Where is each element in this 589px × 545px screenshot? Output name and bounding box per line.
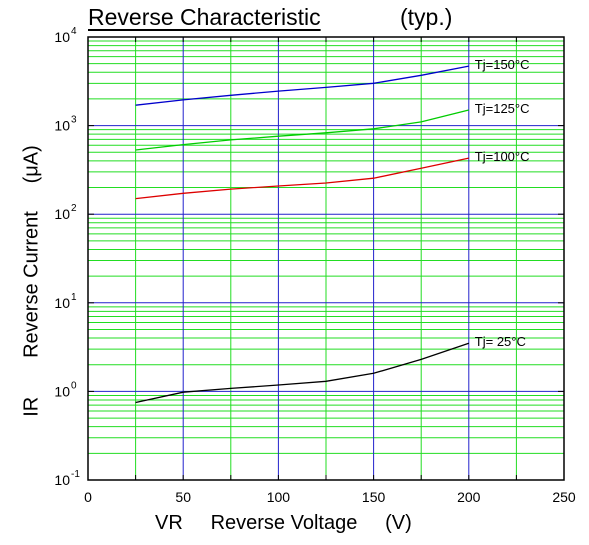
series-label: Tj=125°C — [475, 101, 530, 116]
x-tick-label: 200 — [457, 489, 481, 505]
series-line — [135, 157, 469, 200]
y-tick-label: 10 — [54, 383, 70, 399]
x-tick-label: 250 — [552, 489, 576, 505]
chart-subtitle: (typ.) — [400, 4, 453, 30]
y-tick-label-exponent: 4 — [71, 26, 77, 37]
series-line — [135, 342, 470, 404]
series-line — [135, 109, 469, 151]
series-label: Tj=150°C — [475, 57, 530, 72]
y-tick-label-exponent: 1 — [71, 292, 77, 303]
x-tick-label: 150 — [362, 489, 386, 505]
series-label: Tj=100°C — [475, 149, 530, 164]
x-tick-label: 100 — [267, 489, 291, 505]
y-tick-label: 10 — [54, 118, 70, 134]
y-tick-label-exponent: 0 — [71, 380, 77, 391]
chart-title: Reverse Characteristic — [88, 4, 321, 30]
y-tick-label: 10 — [54, 29, 70, 45]
y-tick-label: 10 — [54, 472, 70, 488]
y-tick-label-exponent: 3 — [71, 115, 77, 126]
series-line — [135, 65, 469, 106]
y-tick-label: 10 — [54, 295, 70, 311]
x-axis-label: VR Reverse Voltage (V) — [155, 512, 412, 534]
x-tick-label: 50 — [175, 489, 191, 505]
y-tick-label-exponent: 2 — [71, 203, 77, 214]
series-label: Tj= 25°C — [475, 334, 526, 349]
y-axis-label: IR Reverse Current (μA) — [20, 145, 43, 417]
y-tick-label: 10 — [54, 206, 70, 222]
y-tick-label-exponent: -1 — [71, 469, 80, 480]
x-tick-label: 0 — [84, 489, 92, 505]
